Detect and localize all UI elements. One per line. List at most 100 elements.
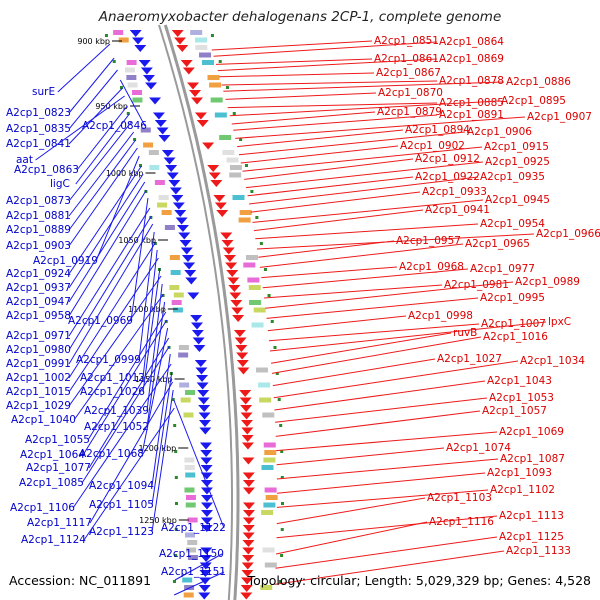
plus-cog-feature bbox=[264, 487, 277, 493]
gene-label-left: A2cp1_0991 bbox=[6, 358, 71, 370]
gene-label-right: A2cp1_1102 bbox=[490, 484, 555, 496]
plus-cog-feature bbox=[195, 37, 208, 43]
plus-strand-gene bbox=[213, 195, 226, 202]
gene-label-left: A2cp1_1029 bbox=[6, 400, 71, 412]
gene-label-right: A2cp1_0912 bbox=[415, 153, 480, 165]
label-connector bbox=[68, 207, 151, 337]
minus-cog-feature bbox=[186, 547, 197, 553]
plus-strand-gene bbox=[242, 472, 255, 480]
gene-label-left: A2cp1_1122 bbox=[161, 522, 226, 534]
gene-label-left: A2cp1_1106 bbox=[10, 502, 75, 514]
gene-label-right: A2cp1_0995 bbox=[480, 292, 545, 304]
plus-cog-feature bbox=[210, 97, 223, 103]
plus-cog-feature bbox=[262, 547, 275, 553]
backbone-line bbox=[158, 24, 233, 600]
plus-strand-gene bbox=[242, 502, 255, 510]
minus-cog-feature bbox=[184, 585, 195, 590]
minus-strand-gene bbox=[154, 120, 167, 127]
ring-marker bbox=[275, 372, 279, 375]
label-connector bbox=[275, 397, 488, 423]
gene-label-right: A2cp1_1103 bbox=[427, 492, 492, 504]
label-connector bbox=[271, 332, 452, 364]
ring-marker bbox=[174, 476, 178, 479]
minus-cog-feature bbox=[171, 300, 182, 305]
genome-summary-text: Topology: circular; Length: 5,029,329 bp… bbox=[247, 573, 591, 588]
gene-label-right: A2cp1_0966 bbox=[536, 228, 600, 240]
plus-strand-gene bbox=[242, 525, 255, 532]
label-connector bbox=[75, 113, 130, 185]
ring-marker bbox=[174, 528, 178, 531]
minus-cog-feature bbox=[187, 555, 198, 560]
minus-strand-gene bbox=[200, 465, 213, 472]
minus-cog-feature bbox=[161, 210, 172, 215]
minus-cog-feature bbox=[173, 292, 184, 298]
minus-cog-feature bbox=[172, 307, 183, 313]
plus-strand-gene bbox=[194, 112, 207, 120]
plus-strand-gene bbox=[236, 352, 249, 360]
gene-label-left: A2cp1_1012 bbox=[80, 372, 145, 384]
gene-label-right: A2cp1_0935 bbox=[480, 171, 545, 183]
gene-label-right: A2cp1_0867 bbox=[376, 67, 441, 79]
map-title: Anaeromyxobacter dehalogenans 2CP-1, com… bbox=[98, 9, 502, 25]
plus-strand-gene bbox=[202, 142, 215, 150]
ring-marker bbox=[138, 164, 142, 167]
minus-strand-gene bbox=[169, 187, 182, 195]
minus-cog-feature bbox=[185, 420, 196, 425]
plus-cog-feature bbox=[232, 195, 245, 200]
label-connector bbox=[219, 72, 375, 78]
plus-cog-feature bbox=[262, 412, 275, 418]
minus-strand-gene bbox=[142, 75, 155, 82]
minus-cog-feature bbox=[132, 97, 143, 103]
label-connector bbox=[81, 345, 170, 484]
minus-strand-gene bbox=[198, 592, 211, 600]
label-connector bbox=[274, 550, 505, 585]
plus-cog-feature bbox=[229, 172, 242, 178]
plus-strand-gene bbox=[222, 247, 235, 255]
label-connector bbox=[258, 240, 395, 258]
label-connector bbox=[68, 57, 115, 114]
ring-marker bbox=[112, 60, 116, 63]
ring-marker bbox=[218, 60, 222, 63]
minus-strand-gene bbox=[156, 127, 169, 135]
label-connector bbox=[130, 197, 149, 322]
label-connector bbox=[68, 139, 136, 231]
ring-marker bbox=[239, 138, 243, 141]
label-connector bbox=[259, 243, 464, 268]
plus-cog-feature bbox=[265, 495, 278, 500]
label-connector bbox=[266, 297, 479, 319]
plus-cog-feature bbox=[263, 502, 276, 508]
plus-cog-feature bbox=[195, 45, 208, 50]
plus-strand-gene bbox=[228, 285, 241, 292]
label-connector bbox=[231, 111, 376, 125]
plus-cog-feature bbox=[226, 157, 239, 163]
gene-label-right: A2cp1_0879 bbox=[377, 106, 442, 118]
plus-cog-feature bbox=[260, 585, 273, 590]
minus-cog-feature bbox=[124, 67, 135, 73]
minus-strand-gene bbox=[200, 495, 213, 502]
plus-strand-gene bbox=[220, 232, 233, 240]
minus-strand-gene bbox=[198, 405, 211, 412]
label-connector bbox=[276, 489, 489, 508]
gene-label-right: A2cp1_0945 bbox=[485, 194, 550, 206]
label-connector bbox=[68, 131, 135, 217]
minus-cog-feature bbox=[185, 472, 196, 478]
plus-strand-gene bbox=[227, 277, 240, 285]
minus-strand-gene bbox=[195, 367, 208, 375]
gene-label-right: A2cp1_1074 bbox=[446, 442, 511, 454]
plus-cog-feature bbox=[253, 307, 266, 313]
plus-strand-gene bbox=[242, 555, 255, 562]
minus-cog-feature bbox=[184, 465, 195, 470]
label-connector bbox=[227, 102, 438, 109]
gene-label-right: ruvB bbox=[453, 327, 477, 339]
minus-cog-feature bbox=[187, 540, 198, 545]
plus-strand-gene bbox=[226, 270, 239, 277]
gene-label-left: A2cp1_0903 bbox=[6, 240, 71, 252]
minus-cog-feature bbox=[121, 52, 132, 58]
minus-cog-feature bbox=[157, 202, 168, 208]
gene-label-right: A2cp1_0954 bbox=[480, 218, 545, 230]
label-connector bbox=[35, 95, 125, 161]
gene-label-right: A2cp1_0891 bbox=[439, 109, 504, 121]
minus-strand-gene bbox=[181, 255, 194, 262]
label-connector bbox=[255, 223, 479, 240]
